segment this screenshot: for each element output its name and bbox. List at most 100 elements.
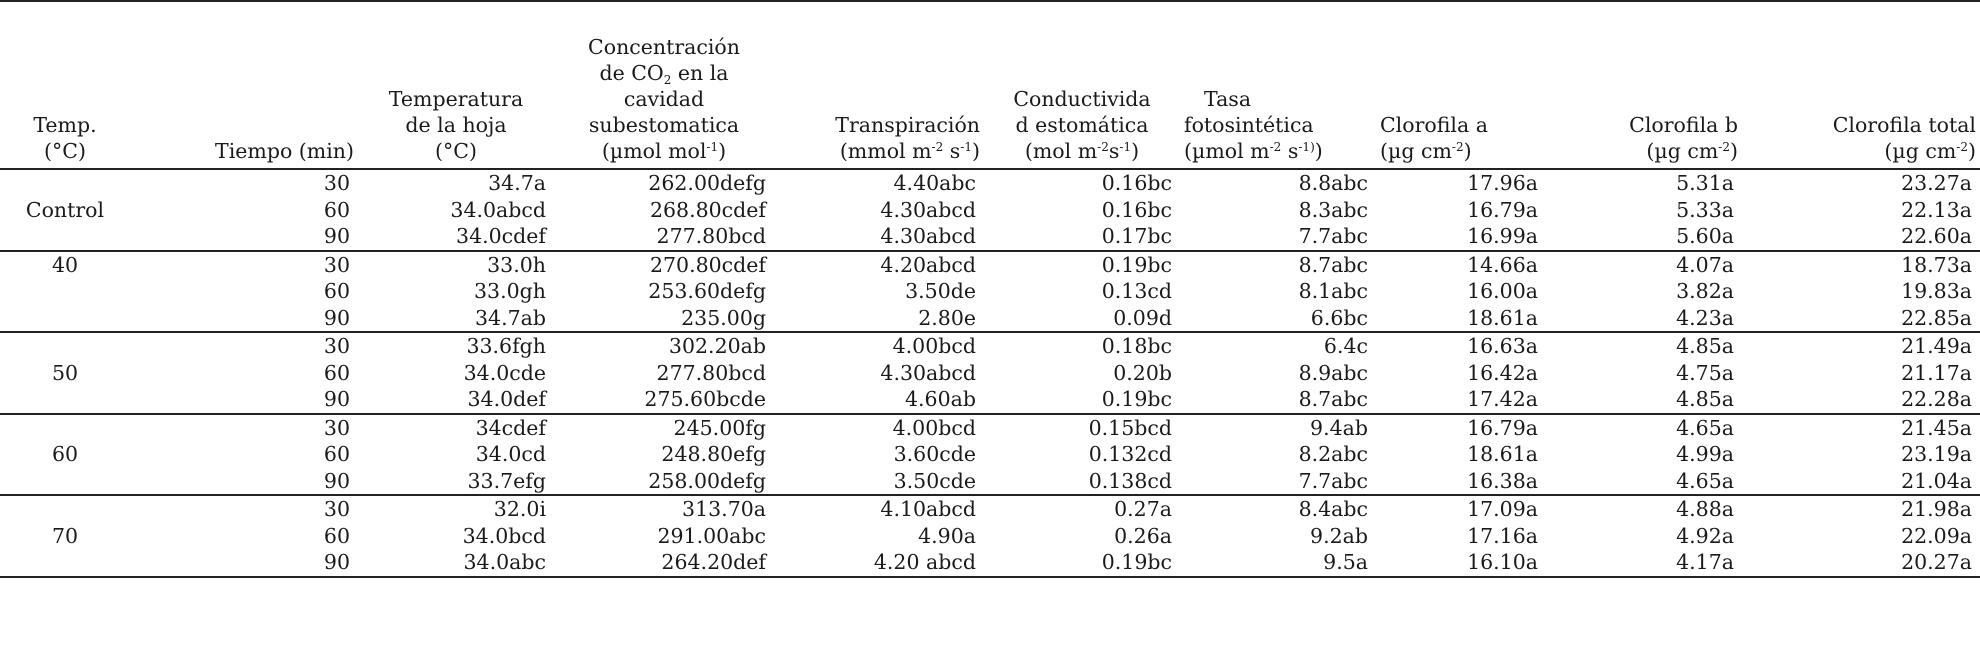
table-cell: 34cdef xyxy=(475,415,546,440)
time-cell: 90 xyxy=(323,468,350,493)
header-sup: -2 xyxy=(1718,140,1730,154)
header-sup: -1 xyxy=(1119,140,1132,154)
table-cell: 34.0abc xyxy=(463,550,546,575)
table-cell: 0.19bc xyxy=(1101,387,1172,412)
time-cell: 90 xyxy=(323,387,350,412)
table-cell: 8.9abc xyxy=(1298,360,1368,385)
table-cell: 16.00a xyxy=(1467,279,1538,304)
table-cell: 17.96a xyxy=(1467,171,1538,196)
table-cell: 248.80efg xyxy=(661,442,766,467)
table-cell: 2.80e xyxy=(918,305,976,330)
row-group: 40 30 33.0h 270.80cdef 4.20abcd 0.19bc 8.7abc 1… xyxy=(0,251,1980,332)
col-header-clorofila-total: Clorofila total (µg cm-2) xyxy=(1742,1,1980,170)
table-cell: 22.28a xyxy=(1901,387,1972,412)
table-cell: 34.0def xyxy=(467,387,547,412)
header-line: (°C) xyxy=(435,139,477,163)
header-text: (mmol m xyxy=(839,139,932,163)
table-cell: 291.00abc xyxy=(657,523,766,548)
table-row: 60 30 34cdef 245.00fg 4.00bcd 0.15bcd 9.4ab 16.… xyxy=(0,414,1980,467)
table-cell: 8.8abc xyxy=(1298,171,1368,196)
table-cell: 313.70a xyxy=(682,497,766,522)
table-cell: 34.0cd xyxy=(475,442,546,467)
table-cell: 22.09a xyxy=(1901,523,1972,548)
header-text: (µmol m xyxy=(1184,139,1270,163)
table-cell: 16.42a xyxy=(1467,360,1538,385)
table-cell: 32.0i xyxy=(493,497,546,522)
table-cell: 4.65a xyxy=(1676,415,1734,440)
header-text: ) xyxy=(972,139,980,163)
table-row: 50 30 33.6fgh 302.20ab 4.00bcd 0.18bc 6.4c 16.6… xyxy=(0,332,1980,385)
header-line: (µg cm-2) xyxy=(1550,138,1738,164)
table-cell: 16.10a xyxy=(1467,550,1538,575)
table-cell: 4.20abcd xyxy=(880,252,976,277)
table-cell: 8.7abc xyxy=(1298,252,1368,277)
table-cell: 258.00defg xyxy=(648,468,766,493)
table-cell: 21.04a xyxy=(1901,468,1972,493)
group-label: 60 xyxy=(51,442,79,467)
table-cell: 17.16a xyxy=(1467,523,1538,548)
table-cell: 0.09d xyxy=(1113,305,1172,330)
table-cell: 33.0gh xyxy=(474,279,546,304)
table-cell: 0.18bc xyxy=(1101,334,1172,359)
header-line: Clorofila total xyxy=(1832,113,1976,137)
table-cell: 8.2abc xyxy=(1298,442,1368,467)
table-cell: 18.61a xyxy=(1467,442,1538,467)
table-row: 90 33.7efg 258.00defg 3.50cde 0.138cd 7.7abc 1… xyxy=(0,468,1980,496)
table-cell: 6.4c xyxy=(1323,334,1368,359)
table-cell: 7.7abc xyxy=(1298,468,1368,493)
table-cell: 0.26a xyxy=(1114,523,1172,548)
table-cell: 21.98a xyxy=(1901,497,1972,522)
col-header-leaf-temp: Temperatura de la hoja (°C) xyxy=(358,1,554,170)
table-cell: 20.27a xyxy=(1901,550,1972,575)
header-line: (µg cm-2) xyxy=(1746,138,1976,164)
row-group: Control 30 34.7a 262.00defg 4.40abc 0.16bc 8.8… xyxy=(0,169,1980,251)
table-cell: 4.23a xyxy=(1676,305,1734,330)
table-cell: 4.88a xyxy=(1676,497,1734,522)
time-cell: 60 xyxy=(323,279,350,304)
header-text: (µg cm xyxy=(1884,139,1957,163)
col-header-clorofila-a: Clorofila a (µg cm-2) xyxy=(1376,1,1546,170)
table-cell: 0.15bcd xyxy=(1088,415,1172,440)
header-line: (µmol m-2 s-1)) xyxy=(1184,138,1372,164)
table-cell: 0.19bc xyxy=(1101,550,1172,575)
table-cell: 4.00bcd xyxy=(892,334,976,359)
table-cell: 0.20b xyxy=(1113,360,1172,385)
time-cell: 30 xyxy=(323,252,350,277)
table-cell: 22.85a xyxy=(1901,305,1972,330)
time-cell: 30 xyxy=(323,497,350,522)
table-cell: 0.19bc xyxy=(1101,252,1172,277)
header-text: s xyxy=(943,139,961,163)
table-cell: 17.42a xyxy=(1467,387,1538,412)
table-header: Temp. (°C) Tiempo (min) Temperatura de l… xyxy=(0,1,1980,170)
table-cell: 4.99a xyxy=(1676,442,1734,467)
header-line: fotosintética xyxy=(1184,113,1314,137)
col-header-co2: Concentración de CO2 en la cavidad subes… xyxy=(554,1,774,170)
header-text: ) xyxy=(1131,139,1140,163)
table-cell: 302.20ab xyxy=(668,334,766,359)
table-cell: 268.80cdef xyxy=(649,197,766,222)
header-sup: -1 xyxy=(706,140,719,154)
header-text: en la xyxy=(671,61,729,85)
header-text: (µmol mol xyxy=(601,139,707,163)
col-header-clorofila-b: Clorofila b (µg cm-2) xyxy=(1546,1,1742,170)
table-cell: 33.0h xyxy=(487,252,546,277)
table-cell: 16.79a xyxy=(1467,197,1538,222)
table-cell: 18.61a xyxy=(1467,305,1538,330)
table-cell: 4.20 abcd xyxy=(873,550,976,575)
header-sup: -2 xyxy=(931,140,944,154)
col-header-tiempo: Tiempo (min) xyxy=(130,1,358,170)
time-cell: 90 xyxy=(323,305,350,330)
header-line: (mmol m-2 s-1) xyxy=(778,138,980,164)
table-row: 60 34.0bcd 291.00abc 4.90a 0.26a 9.2ab 17.16a 4… xyxy=(0,523,1980,550)
table-cell: 4.60ab xyxy=(905,387,976,412)
header-text: ) xyxy=(1968,139,1976,163)
time-cell: 60 xyxy=(323,360,350,385)
table-cell: 8.4abc xyxy=(1298,497,1368,522)
col-header-tasa: Tasa fotosintética (µmol m-2 s-1)) xyxy=(1180,1,1376,170)
table-cell: 14.66a xyxy=(1467,252,1538,277)
table-cell: 4.92a xyxy=(1676,523,1734,548)
time-cell: 60 xyxy=(323,197,350,222)
table-cell: 253.60defg xyxy=(648,279,766,304)
header-text: ) xyxy=(1463,139,1472,163)
col-header-temp: Temp. (°C) xyxy=(0,1,130,170)
